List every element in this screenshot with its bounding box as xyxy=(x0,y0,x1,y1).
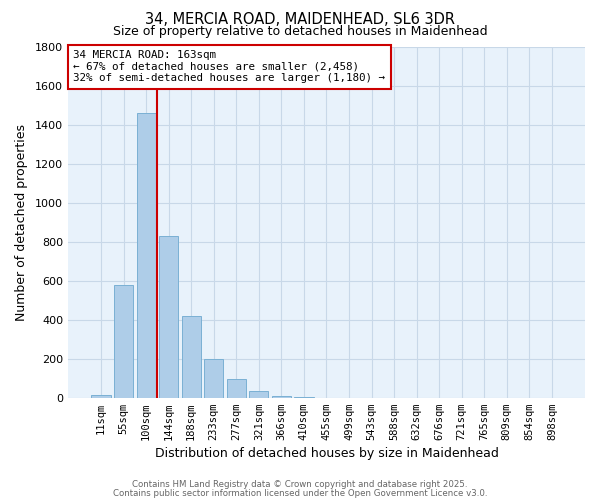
Bar xyxy=(249,391,268,398)
Bar xyxy=(137,113,155,398)
Bar xyxy=(272,396,291,398)
Bar xyxy=(91,395,110,398)
Text: Contains public sector information licensed under the Open Government Licence v3: Contains public sector information licen… xyxy=(113,488,487,498)
Bar xyxy=(204,358,223,398)
Text: Size of property relative to detached houses in Maidenhead: Size of property relative to detached ho… xyxy=(113,25,487,38)
Text: Contains HM Land Registry data © Crown copyright and database right 2025.: Contains HM Land Registry data © Crown c… xyxy=(132,480,468,489)
Text: 34, MERCIA ROAD, MAIDENHEAD, SL6 3DR: 34, MERCIA ROAD, MAIDENHEAD, SL6 3DR xyxy=(145,12,455,28)
Bar xyxy=(159,236,178,398)
Bar xyxy=(182,316,201,398)
Y-axis label: Number of detached properties: Number of detached properties xyxy=(15,124,28,320)
Text: 34 MERCIA ROAD: 163sqm
← 67% of detached houses are smaller (2,458)
32% of semi-: 34 MERCIA ROAD: 163sqm ← 67% of detached… xyxy=(73,50,385,83)
Bar xyxy=(114,284,133,398)
X-axis label: Distribution of detached houses by size in Maidenhead: Distribution of detached houses by size … xyxy=(155,447,499,460)
Bar xyxy=(227,379,246,398)
